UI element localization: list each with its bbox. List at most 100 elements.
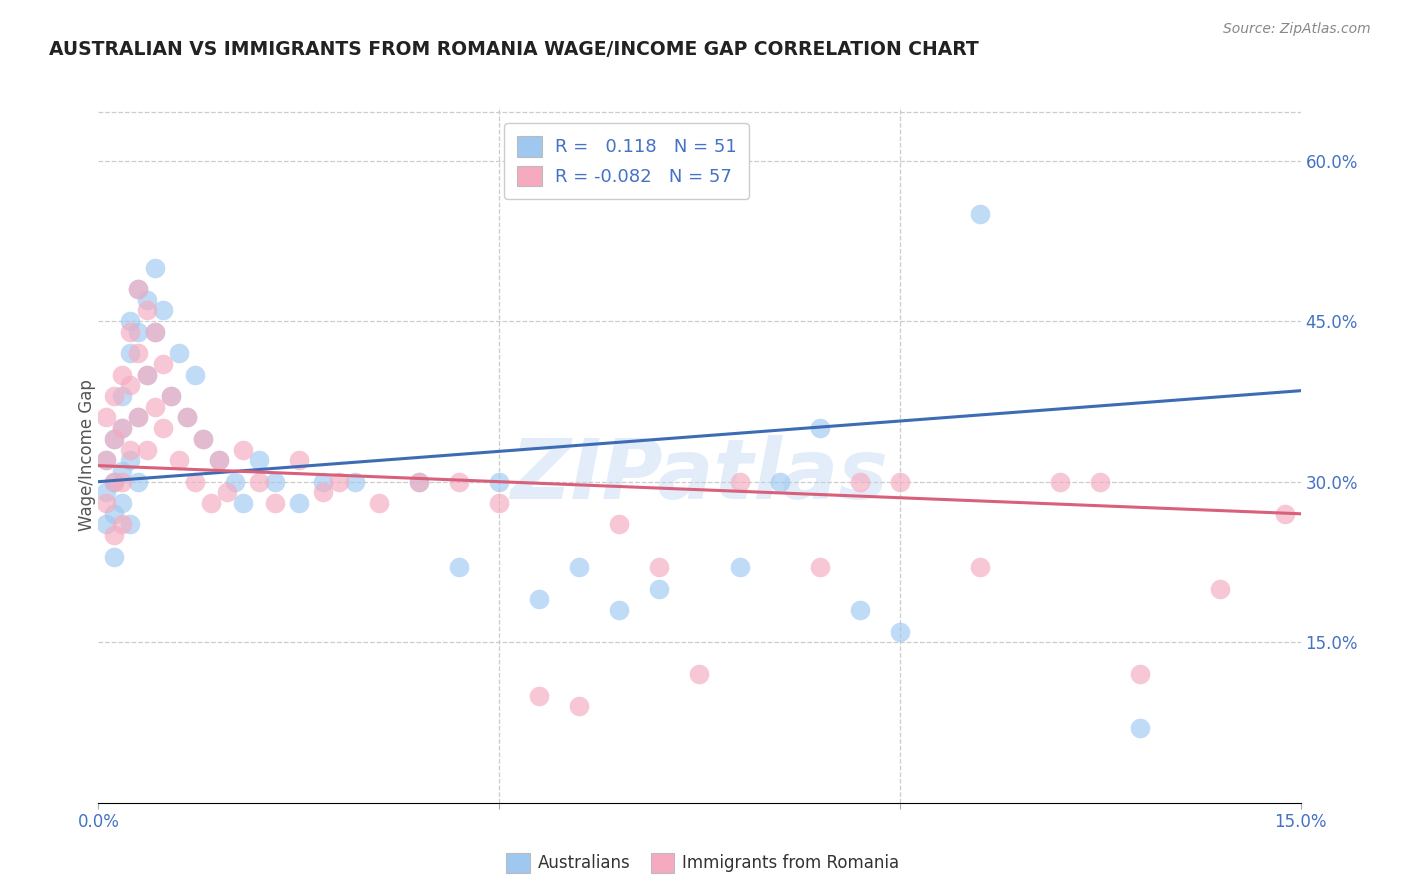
Point [849,603,872,617]
Point [128,325,150,339]
Point [808,560,831,574]
Point [111,368,134,382]
Point [408,475,430,489]
Point [200,496,222,510]
Point [103,432,125,446]
Point [312,475,335,489]
Point [128,475,150,489]
Point [103,475,125,489]
Point [135,442,157,457]
Point [159,389,181,403]
Point [176,410,198,425]
Point [447,475,470,489]
Point [152,303,174,318]
Point [263,475,285,489]
Point [120,346,142,360]
Point [111,475,134,489]
Point [128,346,150,360]
Point [288,453,311,467]
Point [135,368,157,382]
Text: ZIPatlas: ZIPatlas [510,435,889,516]
Point [224,475,246,489]
Point [128,410,150,425]
Point [529,592,551,607]
Point [96,485,118,500]
Point [191,432,214,446]
Point [343,475,366,489]
Point [120,378,142,392]
Point [111,464,134,478]
Point [135,293,157,307]
Point [183,368,205,382]
Y-axis label: Wage/Income Gap: Wage/Income Gap [79,379,96,531]
Point [128,410,150,425]
Point [1129,721,1152,735]
Point [128,282,150,296]
Point [232,442,254,457]
Point [689,667,711,681]
Point [728,560,751,574]
Point [328,475,350,489]
Point [103,432,125,446]
Point [135,303,157,318]
Point [103,528,125,542]
Point [408,475,430,489]
Point [648,582,671,596]
Point [969,207,991,221]
Point [609,603,631,617]
Point [152,421,174,435]
Point [143,325,166,339]
Point [111,496,134,510]
Point [167,453,190,467]
Point [96,517,118,532]
Point [808,421,831,435]
Point [103,507,125,521]
Point [1088,475,1111,489]
Point [263,496,285,510]
Point [176,410,198,425]
Point [889,475,911,489]
Point [103,389,125,403]
Point [247,475,270,489]
Point [568,699,591,714]
Point [183,475,205,489]
Point [1129,667,1152,681]
Text: Source: ZipAtlas.com: Source: ZipAtlas.com [1223,22,1371,37]
Point [111,421,134,435]
Point [191,432,214,446]
Point [609,517,631,532]
Point [96,453,118,467]
Legend: R =   0.118   N = 51, R = -0.082   N = 57: R = 0.118 N = 51, R = -0.082 N = 57 [505,123,749,199]
Point [111,389,134,403]
Point [849,475,872,489]
Point [103,475,125,489]
Point [247,453,270,467]
Point [208,453,231,467]
Point [152,357,174,371]
Point [111,517,134,532]
Point [120,314,142,328]
Point [769,475,792,489]
Point [232,496,254,510]
Point [143,325,166,339]
Point [889,624,911,639]
Point [288,496,311,510]
Point [969,560,991,574]
Point [648,560,671,574]
Point [488,475,510,489]
Point [120,453,142,467]
Point [488,496,510,510]
Point [447,560,470,574]
Point [1209,582,1232,596]
Point [120,442,142,457]
Point [159,389,181,403]
Point [96,496,118,510]
Point [96,453,118,467]
Point [96,410,118,425]
Point [103,549,125,564]
Point [368,496,391,510]
Text: AUSTRALIAN VS IMMIGRANTS FROM ROMANIA WAGE/INCOME GAP CORRELATION CHART: AUSTRALIAN VS IMMIGRANTS FROM ROMANIA WA… [49,40,979,59]
Point [143,260,166,275]
Point [128,282,150,296]
Point [529,689,551,703]
